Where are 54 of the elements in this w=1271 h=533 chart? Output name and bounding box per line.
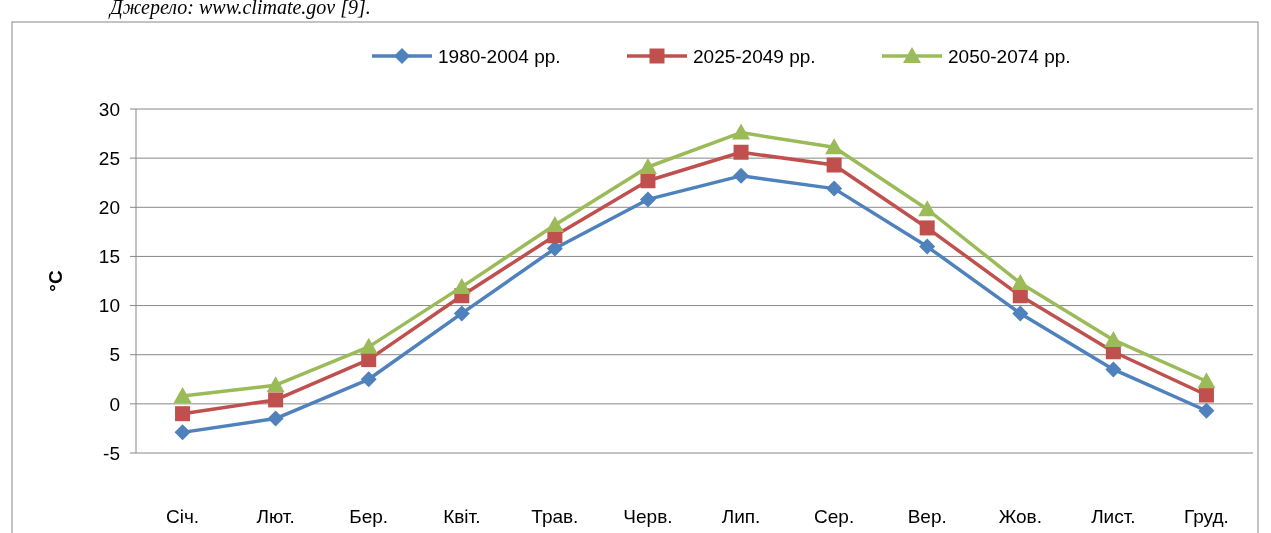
- point: [452, 277, 471, 294]
- point: [174, 424, 191, 441]
- point: [453, 305, 470, 322]
- point: [1198, 387, 1214, 403]
- y-tick-label: 25: [98, 147, 120, 169]
- point: [1012, 305, 1029, 322]
- point: [826, 180, 843, 197]
- y-tick-label: 5: [109, 344, 120, 366]
- y-tick-label: 15: [98, 246, 120, 268]
- point: [733, 167, 750, 184]
- point: [1197, 372, 1216, 389]
- point: [1198, 402, 1215, 419]
- legend-label: 2025-2049 рр.: [693, 45, 816, 67]
- y-tick-label: 20: [98, 196, 120, 218]
- y-tick-label: 30: [98, 98, 120, 120]
- point: [268, 392, 284, 408]
- x-tick-label: Черв.: [623, 505, 673, 527]
- y-tick-label: 10: [98, 295, 120, 317]
- x-tick-label: Квіт.: [443, 505, 481, 527]
- point: [918, 200, 937, 217]
- y-tick-label: 0: [109, 393, 120, 415]
- text: Джерело: www.climate.gov [9].: [108, 0, 371, 19]
- x-tick-label: Бер.: [349, 505, 389, 527]
- point: [1105, 361, 1122, 378]
- x-tick-label: Лист.: [1091, 505, 1136, 527]
- point: [175, 406, 191, 422]
- point: [640, 173, 656, 189]
- x-tick-label: Вер.: [907, 505, 947, 527]
- point: [919, 238, 936, 255]
- x-tick-label: Жов.: [998, 505, 1042, 527]
- point: [733, 144, 749, 160]
- point: [1104, 330, 1123, 347]
- legend-label: 1980-2004 рр.: [438, 45, 561, 67]
- x-tick-label: Трав.: [531, 505, 579, 527]
- x-tick-label: Груд.: [1184, 505, 1229, 527]
- x-tick-label: Лип.: [721, 505, 761, 527]
- point: [638, 157, 657, 174]
- point: [825, 138, 844, 155]
- legend-label: 2050-2074 рр.: [948, 45, 1071, 67]
- y-axis-title: °C: [45, 270, 66, 292]
- point: [1011, 273, 1030, 290]
- point: [267, 410, 284, 427]
- point: [826, 157, 842, 173]
- x-tick-label: Сер.: [814, 505, 855, 527]
- point: [360, 371, 377, 388]
- point: [639, 191, 656, 208]
- x-tick-label: Лют.: [256, 505, 295, 527]
- point: [359, 337, 378, 354]
- x-tick-label: Січ.: [165, 505, 200, 527]
- point: [173, 386, 192, 403]
- y-tick-label: -5: [103, 442, 120, 464]
- point: [732, 123, 751, 140]
- point: [266, 376, 285, 393]
- point: [919, 220, 935, 236]
